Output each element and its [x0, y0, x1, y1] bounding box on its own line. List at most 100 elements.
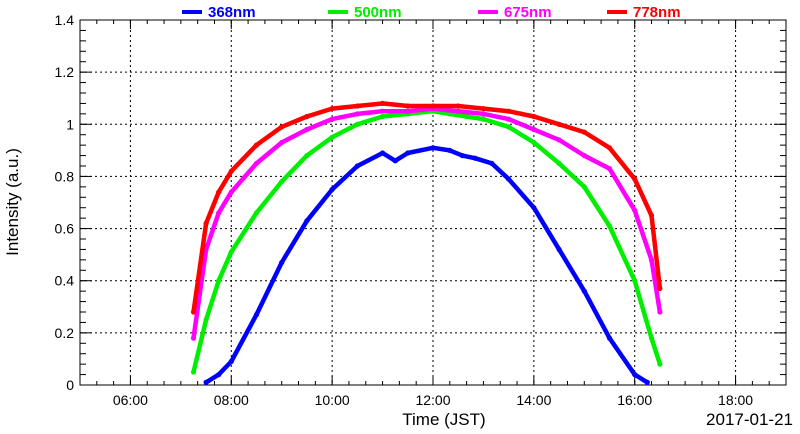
data-point [632, 278, 638, 284]
data-point [556, 160, 562, 166]
data-point [405, 108, 411, 114]
data-point [506, 116, 512, 122]
data-point [480, 106, 486, 112]
data-point [632, 372, 638, 378]
data-point [380, 150, 386, 156]
data-point [203, 379, 209, 385]
y-tick-labels: 0 0.2 0.4 0.6 0.8 1 1.2 1.4 [55, 12, 75, 393]
data-point [606, 335, 613, 341]
data-point [581, 129, 587, 135]
legend-label: 368nm [208, 4, 256, 21]
data-point [253, 312, 260, 318]
data-point [190, 309, 197, 315]
data-point [531, 113, 537, 120]
y-tick-label: 1.4 [55, 12, 75, 28]
data-point [380, 108, 386, 114]
data-point [556, 137, 562, 143]
data-point [464, 113, 470, 120]
x-tick-label: 06:00 [113, 392, 148, 408]
data-point [216, 278, 222, 284]
data-point [480, 116, 486, 122]
data-point [581, 153, 587, 159]
data-point [203, 220, 209, 226]
data-point [228, 168, 234, 174]
series-line [191, 106, 663, 341]
data-point [304, 126, 310, 133]
data-point [506, 108, 512, 114]
y-tick-label: 0.2 [55, 325, 75, 341]
data-point [329, 186, 335, 193]
y-tick-label: 0.6 [55, 221, 75, 237]
data-point [480, 111, 486, 117]
x-tick-label: 14:00 [516, 392, 551, 408]
data-point [304, 218, 310, 224]
data-point [253, 142, 260, 148]
data-point [447, 147, 453, 153]
data-point [581, 184, 587, 190]
series-line [191, 101, 663, 315]
data-point [459, 153, 465, 159]
data-point [329, 106, 335, 112]
x-tick-label: 08:00 [214, 392, 249, 408]
data-point [472, 155, 478, 161]
data-point [203, 317, 209, 323]
legend-label: 675nm [504, 4, 552, 21]
data-point [304, 153, 310, 159]
data-point [644, 379, 650, 385]
y-tick-label: 0.4 [55, 273, 75, 289]
data-point [531, 205, 537, 211]
data-point [648, 257, 655, 263]
data-point [606, 145, 613, 151]
data-point [455, 108, 461, 114]
legend-label: 500nm [354, 4, 402, 21]
data-point [392, 158, 398, 164]
data-point [606, 166, 613, 172]
data-point [657, 309, 663, 315]
y-tick-label: 0 [66, 377, 74, 393]
grid [80, 20, 786, 385]
data-point [329, 116, 335, 122]
data-point [556, 246, 562, 252]
data-point [279, 124, 285, 130]
data-point [657, 285, 663, 292]
legend: 368nm 500nm 675nm 778nm [182, 4, 681, 21]
data-point [329, 134, 335, 140]
y-tick-label: 0.8 [55, 168, 75, 184]
data-point [354, 103, 360, 109]
data-point [228, 358, 234, 365]
data-point [657, 361, 663, 367]
data-point [216, 210, 222, 216]
data-point [228, 189, 234, 195]
data-point [253, 160, 260, 166]
data-point [216, 372, 222, 378]
date-label: 2017-01-21 [706, 410, 793, 429]
data-point [430, 145, 436, 151]
data-point [354, 121, 360, 127]
data-point [632, 207, 638, 213]
data-point [531, 139, 537, 146]
data-point [190, 369, 197, 375]
data-point [648, 212, 655, 219]
x-tick-label: 10:00 [315, 392, 350, 408]
data-point [354, 111, 360, 117]
data-point [216, 189, 222, 195]
y-tick-label: 1 [66, 116, 74, 132]
data-point [506, 124, 512, 130]
data-point [506, 176, 512, 182]
data-point [405, 103, 411, 109]
x-tick-label: 16:00 [617, 392, 652, 408]
data-point [455, 103, 461, 109]
x-tick-label: 18:00 [718, 392, 753, 408]
data-point [279, 139, 285, 146]
data-point [380, 113, 386, 120]
data-point [279, 179, 285, 185]
data-point [190, 335, 197, 341]
data-point [581, 288, 587, 294]
x-axis-label: Time (JST) [402, 410, 485, 429]
data-point [531, 126, 537, 133]
data-point [304, 113, 310, 120]
data-point [648, 335, 655, 341]
tick-marks [79, 19, 787, 386]
data-point [279, 259, 285, 266]
